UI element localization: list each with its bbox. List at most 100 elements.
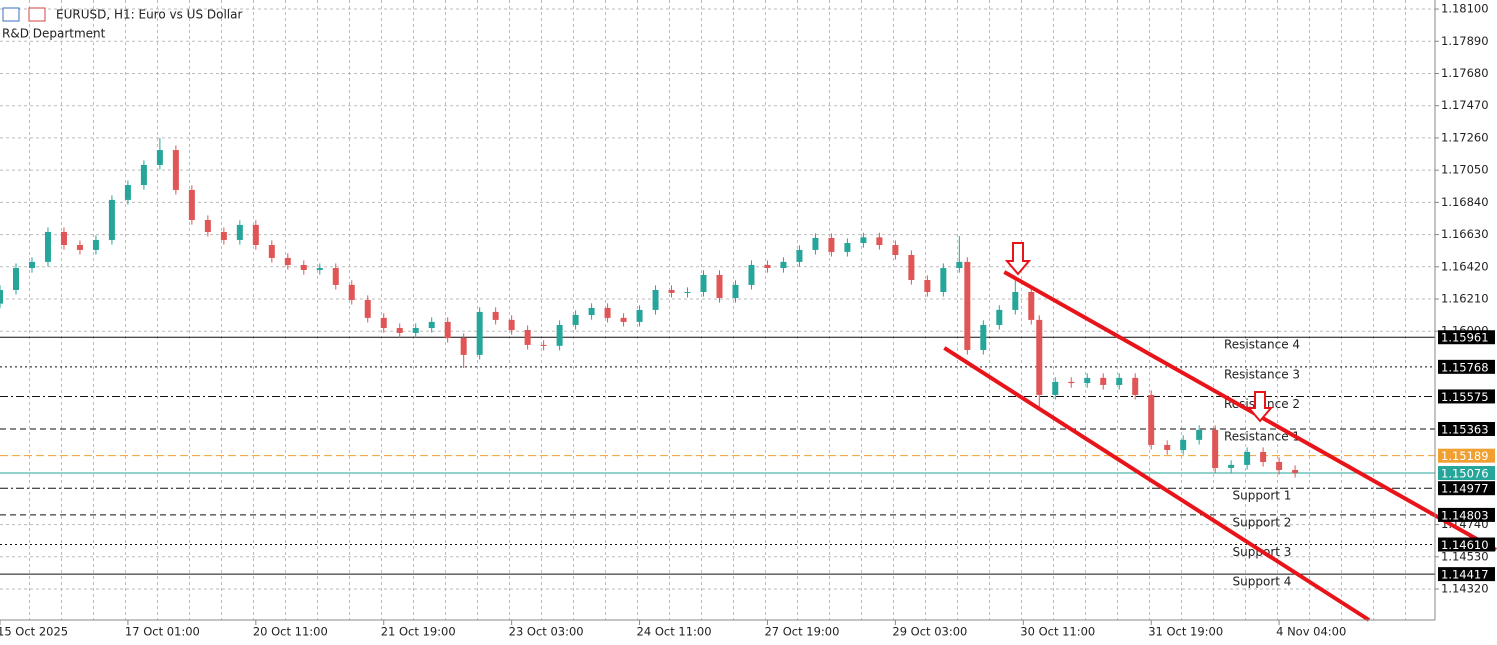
candle-body [428, 321, 435, 329]
candle-body [684, 291, 691, 293]
y-tick-label: 1.17050 [1441, 163, 1489, 177]
candle-body [1228, 464, 1235, 468]
candle-body [1244, 451, 1251, 465]
down-arrow [1246, 391, 1274, 423]
level-name: Resistance 4 [1224, 338, 1300, 352]
candle-body [300, 264, 307, 271]
y-tick-label: 1.16840 [1441, 195, 1489, 209]
level-price-label: 1.15363 [1441, 422, 1489, 436]
candle-body [1012, 291, 1019, 310]
candle-body [1036, 319, 1043, 395]
candle-body [380, 317, 387, 329]
level-price-box [1438, 389, 1495, 404]
y-tick-label: 1.18100 [1441, 2, 1489, 16]
candle-body [492, 311, 499, 320]
candle-body [876, 237, 883, 246]
candle-body [1052, 381, 1059, 395]
candle-body [828, 237, 835, 252]
candle-body [732, 284, 739, 298]
candle-body [620, 317, 627, 322]
x-tick-label: 23 Oct 03:00 [509, 625, 584, 639]
vertical-grid [0, 0, 1435, 620]
x-tick-label: 20 Oct 11:00 [253, 625, 328, 639]
level-name: Support 1 [1233, 489, 1292, 503]
x-tick-label: 24 Oct 11:00 [637, 625, 712, 639]
candle-body [812, 237, 819, 250]
candle-body [996, 309, 1003, 325]
down-arrow [1004, 242, 1032, 276]
y-tick-label: 1.14320 [1441, 582, 1489, 596]
candle-body [1028, 291, 1035, 320]
y-tick-label: 1.17470 [1441, 98, 1489, 112]
candle-body [588, 307, 595, 315]
candle-body [268, 245, 275, 258]
y-tick-label: 1.17260 [1441, 130, 1489, 144]
candle-body [1196, 429, 1203, 440]
level-price-box [1438, 421, 1495, 436]
candle-body [860, 237, 867, 244]
x-tick-label: 29 Oct 03:00 [892, 625, 967, 639]
price-line-label: 1.15076 [1441, 467, 1489, 481]
candle-body [172, 150, 179, 190]
candle-body [1068, 381, 1075, 384]
candle-body [1084, 377, 1091, 384]
x-tick-label: 27 Oct 19:00 [764, 625, 839, 639]
candle-body [236, 224, 243, 240]
y-tick-label: 1.17890 [1441, 34, 1489, 48]
candle-body [964, 261, 971, 350]
level-price-label: 1.14610 [1441, 538, 1489, 552]
candle-body [748, 264, 755, 285]
level-price-box [1438, 507, 1495, 522]
candle-body [1148, 394, 1155, 445]
candle-body [444, 321, 451, 339]
x-tick-label: 15 Oct 2025 [0, 625, 68, 639]
x-tick-label: 31 Oct 19:00 [1148, 625, 1223, 639]
candle-body [188, 189, 195, 221]
icon [2, 7, 20, 22]
level-name: Support 2 [1233, 515, 1292, 529]
candle-body [44, 231, 51, 262]
chart-title: EURUSD, H1: Euro vs US Dollar [56, 8, 242, 22]
candle-body [572, 314, 579, 325]
candle-body [556, 324, 563, 346]
candle-body [412, 328, 419, 333]
candle-body [1100, 377, 1107, 385]
candle-body [844, 243, 851, 252]
icon [28, 7, 46, 22]
candle-body [1132, 377, 1139, 395]
candle-body [1164, 444, 1171, 451]
level-price-label: 1.15768 [1441, 360, 1489, 374]
candle-body [76, 245, 83, 250]
candle-body [204, 220, 211, 232]
candle-body [652, 289, 659, 310]
level-price-label: 1.14417 [1441, 568, 1489, 582]
price-line-box [1438, 448, 1495, 463]
candle-body [0, 289, 3, 304]
candle-body [28, 261, 35, 269]
trend-line [943, 346, 1371, 622]
candle-body [284, 257, 291, 265]
level-price-label: 1.15961 [1441, 331, 1489, 345]
candle-body [316, 268, 323, 271]
level-name: Support 4 [1233, 575, 1292, 589]
candle-body [780, 261, 787, 269]
candle-body [796, 249, 803, 262]
candle-body [524, 330, 531, 345]
level-price-box [1438, 359, 1495, 374]
candle-body [1180, 439, 1187, 451]
candle-body [108, 199, 115, 240]
y-tick-label: 1.16630 [1441, 227, 1489, 241]
candle-body [1212, 429, 1219, 468]
y-tick-label: 1.16420 [1441, 259, 1489, 273]
level-name: Resistance 3 [1224, 367, 1300, 381]
candle-body [220, 231, 227, 240]
price-line-label: 1.15189 [1441, 449, 1489, 463]
y-tick-label: 1.17680 [1441, 66, 1489, 80]
y-tick-label: 1.14530 [1441, 549, 1489, 563]
candle-body [348, 284, 355, 300]
candle-body [604, 307, 611, 318]
candle-body [396, 328, 403, 333]
